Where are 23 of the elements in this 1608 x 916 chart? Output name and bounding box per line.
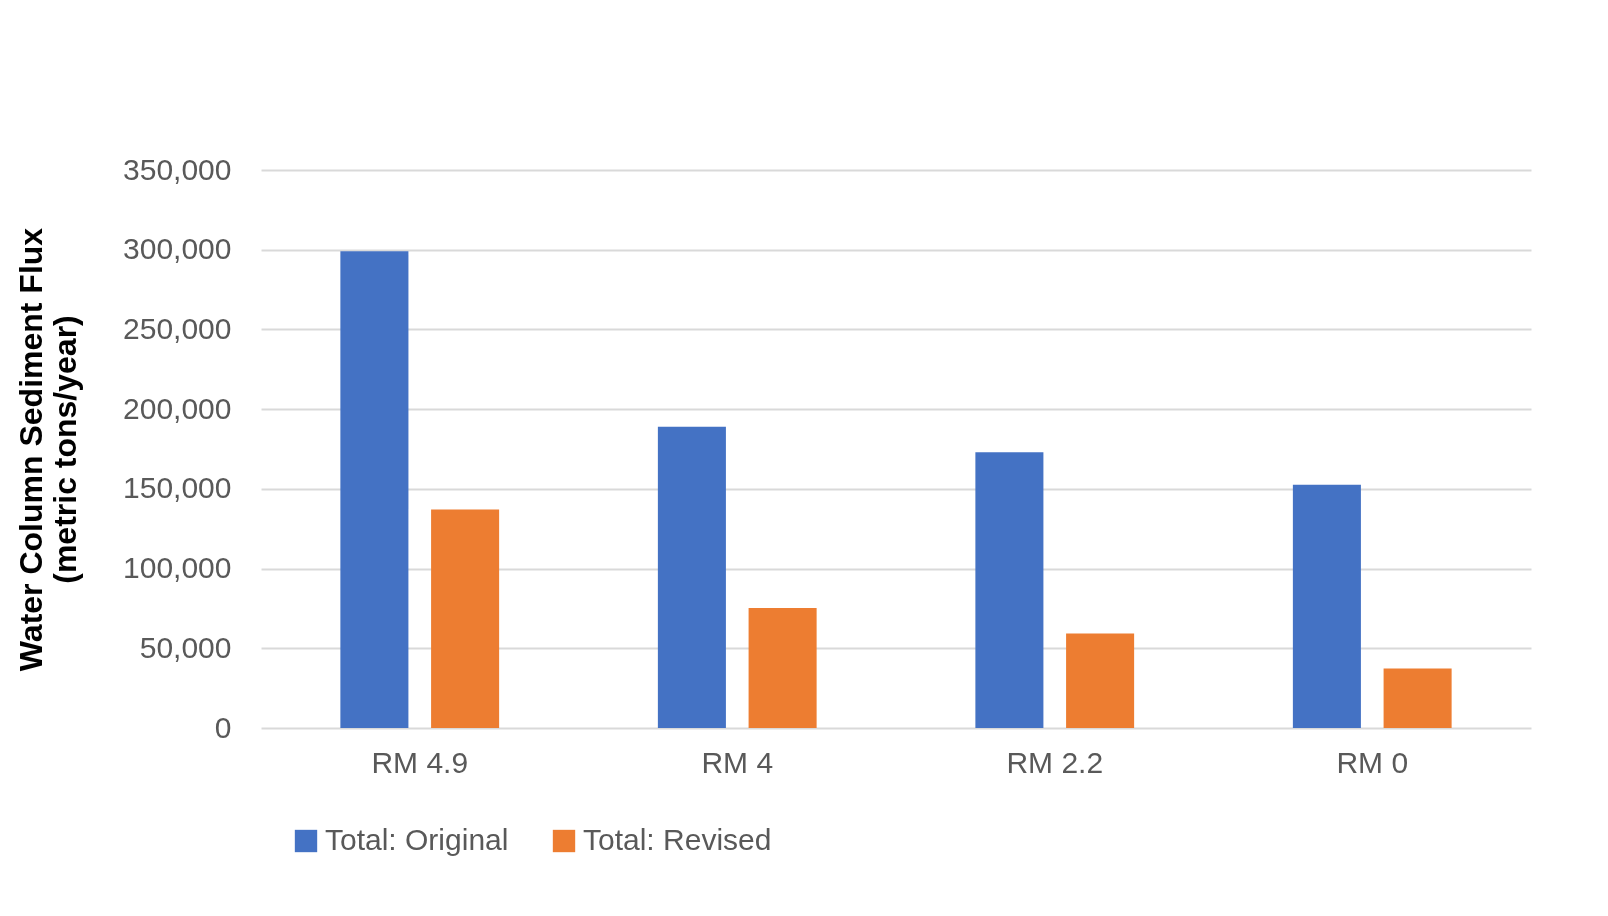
x-tick-label: RM 2.2 — [1006, 745, 1104, 779]
bar — [340, 251, 409, 728]
y-tick-label: 250,000 — [123, 311, 232, 345]
y-tick-label: 150,000 — [123, 471, 232, 505]
y-axis-title: Water Column Sediment Flux (metric tons/year) — [13, 227, 84, 672]
y-tick-label: 100,000 — [123, 551, 232, 585]
legend-label: Total: Original — [325, 823, 509, 856]
y-tick-label: 350,000 — [123, 152, 232, 186]
bar — [431, 509, 500, 728]
bar — [657, 426, 726, 728]
y-tick-label: 300,000 — [123, 232, 232, 266]
x-tick-label: RM 4.9 — [371, 745, 469, 779]
legend-label: Total: Revised — [583, 823, 772, 856]
bar — [1292, 484, 1361, 728]
y-tick-label: 0 — [214, 710, 232, 744]
y-tick-label: 200,000 — [123, 391, 232, 425]
bar — [1066, 633, 1135, 728]
y-tick-label: 50,000 — [139, 630, 232, 664]
bar — [748, 607, 817, 728]
bar — [1383, 668, 1452, 728]
x-tick-label: RM 4 — [701, 745, 774, 779]
bar — [975, 452, 1044, 728]
x-tick-label: RM 0 — [1336, 745, 1409, 779]
